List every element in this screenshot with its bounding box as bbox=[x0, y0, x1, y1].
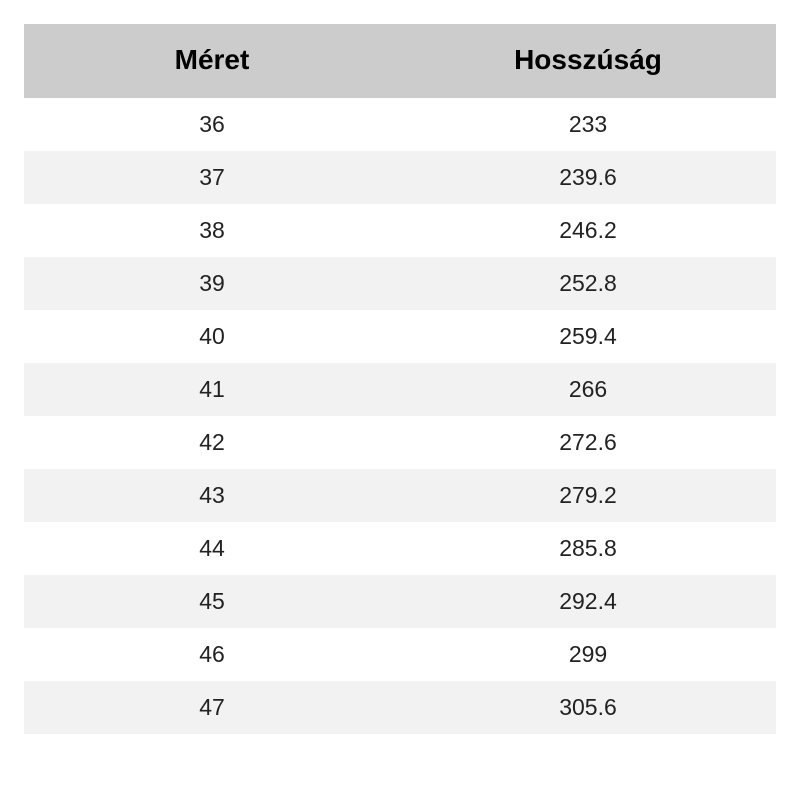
table-row: 39 252.8 bbox=[24, 257, 776, 310]
cell-length: 299 bbox=[400, 628, 776, 681]
cell-size: 41 bbox=[24, 363, 400, 416]
cell-length: 285.8 bbox=[400, 522, 776, 575]
column-header-size: Méret bbox=[24, 24, 400, 98]
cell-size: 47 bbox=[24, 681, 400, 734]
cell-size: 39 bbox=[24, 257, 400, 310]
cell-length: 259.4 bbox=[400, 310, 776, 363]
cell-length: 279.2 bbox=[400, 469, 776, 522]
cell-size: 45 bbox=[24, 575, 400, 628]
table-row: 40 259.4 bbox=[24, 310, 776, 363]
cell-length: 272.6 bbox=[400, 416, 776, 469]
cell-size: 38 bbox=[24, 204, 400, 257]
cell-length: 252.8 bbox=[400, 257, 776, 310]
cell-length: 266 bbox=[400, 363, 776, 416]
cell-length: 305.6 bbox=[400, 681, 776, 734]
cell-size: 44 bbox=[24, 522, 400, 575]
table-row: 38 246.2 bbox=[24, 204, 776, 257]
cell-length: 246.2 bbox=[400, 204, 776, 257]
cell-size: 46 bbox=[24, 628, 400, 681]
table-row: 37 239.6 bbox=[24, 151, 776, 204]
table-row: 45 292.4 bbox=[24, 575, 776, 628]
table-row: 42 272.6 bbox=[24, 416, 776, 469]
cell-size: 37 bbox=[24, 151, 400, 204]
table-row: 41 266 bbox=[24, 363, 776, 416]
cell-size: 40 bbox=[24, 310, 400, 363]
table-row: 43 279.2 bbox=[24, 469, 776, 522]
cell-size: 36 bbox=[24, 98, 400, 151]
column-header-length: Hosszúság bbox=[400, 24, 776, 98]
table-row: 47 305.6 bbox=[24, 681, 776, 734]
table-row: 44 285.8 bbox=[24, 522, 776, 575]
size-table: Méret Hosszúság 36 233 37 239.6 38 246.2… bbox=[24, 24, 776, 734]
cell-size: 42 bbox=[24, 416, 400, 469]
cell-length: 239.6 bbox=[400, 151, 776, 204]
table-row: 46 299 bbox=[24, 628, 776, 681]
cell-length: 292.4 bbox=[400, 575, 776, 628]
table-row: 36 233 bbox=[24, 98, 776, 151]
table-header-row: Méret Hosszúság bbox=[24, 24, 776, 98]
cell-size: 43 bbox=[24, 469, 400, 522]
cell-length: 233 bbox=[400, 98, 776, 151]
